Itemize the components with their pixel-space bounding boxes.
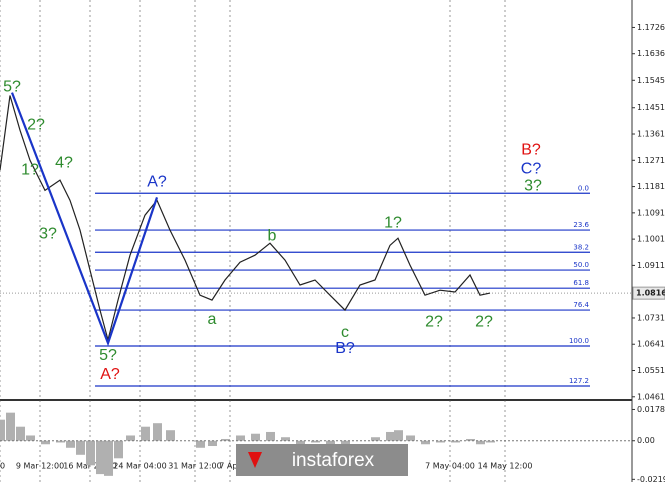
x-tick-label: 16 Mar 20:00 <box>63 462 116 471</box>
fib-label: 23.6 <box>573 221 589 229</box>
osc-bar <box>166 430 175 441</box>
osc-bar <box>421 440 430 445</box>
watermark-box <box>236 444 408 476</box>
y-tick-label: 1.0731 <box>637 313 665 322</box>
osc-bar <box>96 440 105 475</box>
wave-label: A? <box>100 366 120 383</box>
wave-label: B? <box>521 142 541 159</box>
watermark: instaforex <box>236 444 408 476</box>
y-tick-label: 1.0911 <box>637 261 665 270</box>
y-tick-label: 1.1636 <box>637 49 665 58</box>
y-tick-label: 1.1001 <box>637 235 665 244</box>
osc-bar <box>394 430 403 441</box>
osc-bar <box>296 440 305 445</box>
x-tick-label: 9 Mar 12:00 <box>16 462 64 471</box>
osc-bar <box>86 440 95 466</box>
osc-bar <box>16 426 25 441</box>
x-tick-label: 24 Mar 04:00 <box>113 462 166 471</box>
osc-bar <box>114 440 123 459</box>
fib-label: 76.4 <box>573 301 589 309</box>
last-price-label: 1.0816 <box>636 289 665 298</box>
osc-bar <box>476 440 485 445</box>
osc-bar <box>76 440 85 455</box>
osc-bar <box>236 435 245 441</box>
osc-bar <box>26 435 35 441</box>
osc-bar <box>436 440 445 443</box>
wave-label: a <box>208 311 217 328</box>
osc-bar <box>386 431 395 441</box>
wave-label: b <box>268 227 277 244</box>
fib-label: 0.0 <box>578 184 589 192</box>
osc-bar <box>41 440 50 445</box>
wave-label: 3? <box>524 177 542 194</box>
wave-label: c <box>341 324 349 341</box>
fib-label: 100.0 <box>569 337 589 345</box>
wave-label: C? <box>521 161 542 178</box>
y-tick-label: 1.1545 <box>637 76 665 85</box>
watermark-text: instaforex <box>292 450 375 471</box>
osc-bar <box>451 440 460 443</box>
price-line <box>0 95 491 343</box>
osc-bar <box>56 440 65 443</box>
fib-label: 61.8 <box>573 279 589 287</box>
fib-label: 38.2 <box>573 243 589 251</box>
osc-bar <box>153 423 162 441</box>
wave-label: 5? <box>3 79 21 96</box>
osc-bar <box>0 419 5 441</box>
wave-label: 4? <box>55 154 73 171</box>
osc-bar <box>66 440 75 448</box>
osc-bar <box>266 431 275 441</box>
y-tick-label: 1.1091 <box>637 208 665 217</box>
wave-label: 2? <box>475 313 493 330</box>
wave-label: 1? <box>384 214 402 231</box>
osc-bar <box>311 440 320 443</box>
wave-label: B? <box>335 340 355 357</box>
osc-bar <box>221 438 230 441</box>
osc-bar <box>251 433 260 441</box>
y-tick-label: 1.0551 <box>637 366 665 375</box>
osc-bar <box>326 440 335 447</box>
osc-bar <box>141 426 150 441</box>
y-tick-label: 1.1271 <box>637 156 665 165</box>
x-tick-label: 7 Apr <box>219 462 241 471</box>
last-price-box <box>632 286 665 300</box>
y-tick-label: 1.0641 <box>637 340 665 349</box>
fib-label: 127.2 <box>569 377 589 385</box>
wave-label: 2? <box>27 116 45 133</box>
wave-label: 3? <box>39 225 57 242</box>
osc-bar <box>208 440 217 447</box>
osc-tick-label: 0.01782 <box>637 405 665 414</box>
osc-bar <box>6 412 15 441</box>
osc-bar <box>281 437 290 441</box>
x-tick-label: 7 May 04:00 <box>425 462 475 471</box>
wave-label: 2? <box>425 313 443 330</box>
y-tick-label: 1.0461 <box>637 392 665 401</box>
osc-bar <box>196 440 205 448</box>
osc-bar <box>486 440 495 443</box>
osc-bar <box>406 435 415 441</box>
x-tick-label: 14 May 12:00 <box>478 462 533 471</box>
osc-tick-label: -0.02198 <box>637 475 665 484</box>
osc-bar <box>126 435 135 441</box>
y-tick-label: 1.1361 <box>637 130 665 139</box>
fib-label: 50.0 <box>573 261 589 269</box>
osc-bar <box>466 438 475 441</box>
wave-label: 1? <box>21 161 39 178</box>
wave-label: 5? <box>99 347 117 364</box>
wave-line <box>10 92 159 347</box>
watermark-icon <box>248 452 262 468</box>
y-tick-label: 1.1181 <box>637 182 665 191</box>
x-tick-label: 31 Mar 12:00 <box>168 462 221 471</box>
wave-label: A? <box>147 173 167 190</box>
osc-bar <box>104 440 113 476</box>
x-tick-label: 00 <box>0 462 5 471</box>
osc-tick-label: 0.00 <box>637 436 655 445</box>
y-tick-label: 1.1726 <box>637 23 665 32</box>
y-tick-label: 1.1451 <box>637 103 665 112</box>
osc-bar <box>371 437 380 441</box>
